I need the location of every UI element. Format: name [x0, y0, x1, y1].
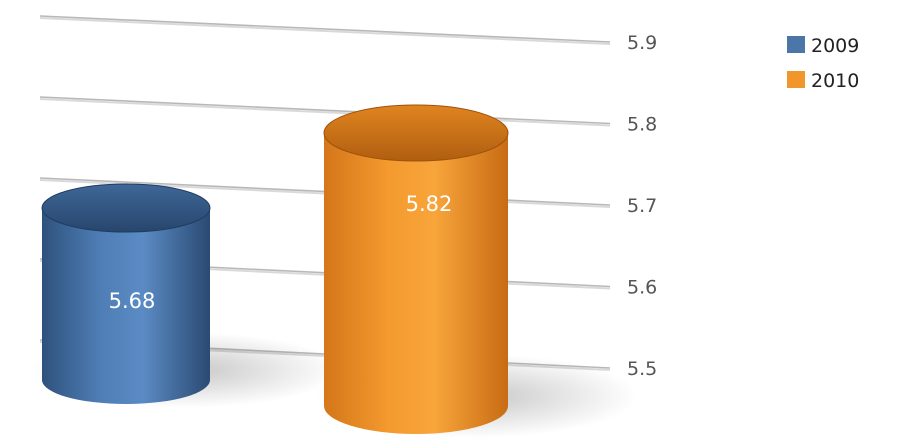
y-tick-label: 5.9	[627, 32, 657, 54]
cylinder-2009: 5.68	[32, 183, 340, 408]
y-axis: 5.5 5.6 5.7 5.8 5.9	[627, 32, 657, 380]
bar-2010	[324, 133, 508, 434]
data-label-2010: 5.82	[406, 192, 453, 216]
bar-top-2010	[323, 104, 509, 162]
bar-2009	[42, 208, 210, 404]
y-tick-label: 5.7	[627, 195, 657, 217]
legend-swatch-2010	[787, 71, 805, 88]
data-label-2009: 5.68	[109, 289, 156, 313]
y-tick-label: 5.8	[627, 114, 657, 136]
legend-label-2009: 2009	[811, 35, 859, 57]
legend-swatch-2009	[787, 36, 805, 53]
y-tick-label: 5.6	[627, 277, 657, 299]
legend-label-2010: 2010	[811, 70, 859, 92]
cylinder-2010: 5.82	[314, 104, 638, 438]
bar-top-2009	[41, 183, 211, 233]
gridline	[39, 15, 611, 43]
y-tick-label: 5.5	[627, 358, 657, 380]
gridline	[39, 96, 611, 125]
legend: 2009 2010	[787, 35, 859, 92]
cylinders: 5.68 5.82	[32, 104, 638, 438]
